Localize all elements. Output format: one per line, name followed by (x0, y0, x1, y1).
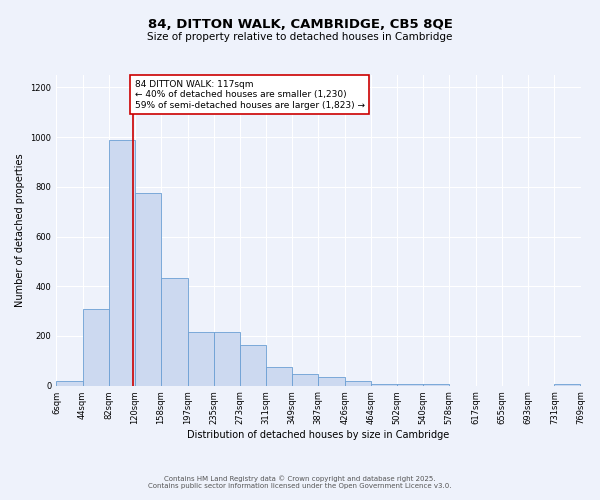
Text: 84, DITTON WALK, CAMBRIDGE, CB5 8QE: 84, DITTON WALK, CAMBRIDGE, CB5 8QE (148, 18, 452, 30)
Bar (371, 384, 397, 386)
X-axis label: Distribution of detached houses by size in Cambridge: Distribution of detached houses by size … (187, 430, 449, 440)
Bar (161, 278, 188, 386)
Y-axis label: Number of detached properties: Number of detached properties (15, 154, 25, 307)
Bar (266, 367, 292, 386)
Bar (240, 344, 266, 386)
Bar (56, 380, 83, 386)
Bar (318, 377, 345, 386)
Bar (83, 308, 109, 386)
Bar (554, 384, 580, 386)
Bar (109, 140, 135, 386)
Text: 84 DITTON WALK: 117sqm
← 40% of detached houses are smaller (1,230)
59% of semi-: 84 DITTON WALK: 117sqm ← 40% of detached… (135, 80, 365, 110)
Bar (135, 193, 161, 386)
Bar (292, 374, 318, 386)
Bar (423, 384, 449, 386)
Bar (188, 332, 214, 386)
Bar (397, 384, 423, 386)
Bar (345, 380, 371, 386)
Bar (214, 332, 240, 386)
Text: Size of property relative to detached houses in Cambridge: Size of property relative to detached ho… (148, 32, 452, 42)
Text: Contains HM Land Registry data © Crown copyright and database right 2025.
Contai: Contains HM Land Registry data © Crown c… (148, 476, 452, 489)
